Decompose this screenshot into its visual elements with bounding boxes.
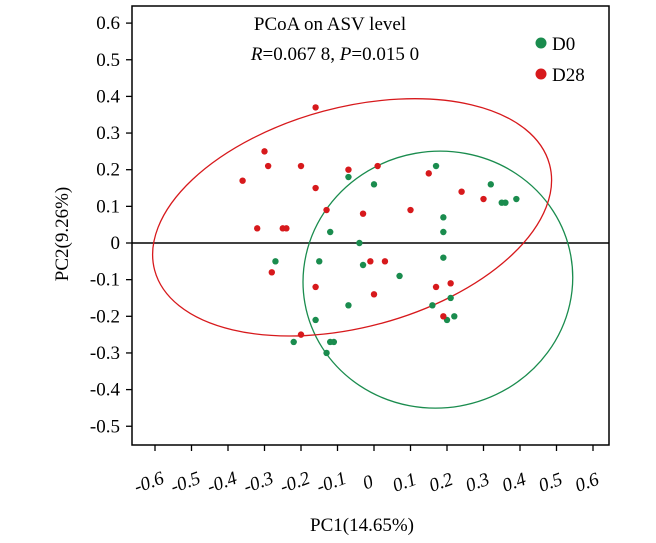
point-d28 (407, 206, 414, 214)
point-d28 (323, 206, 330, 214)
chart-subtitle: R=0.067 8, P=0.015 0 (250, 44, 419, 65)
x-tick-label: -0.2 (277, 468, 313, 498)
point-d28 (432, 283, 440, 291)
y-tick-label: -0.1 (90, 270, 120, 291)
y-tick-label: 0.2 (96, 160, 120, 181)
point-d0 (272, 258, 279, 265)
point-d28 (425, 170, 432, 177)
point-d28 (480, 195, 487, 203)
point-d0 (345, 173, 352, 181)
chart-title: PCoA on ASV level (254, 14, 406, 35)
point-d28 (374, 162, 381, 170)
y-tick-label: 0 (111, 233, 121, 254)
point-d0 (316, 258, 323, 265)
legend-label-d0: D0 (552, 34, 575, 55)
ellipse-d0 (302, 150, 574, 409)
point-d0 (327, 228, 334, 236)
point-d0 (440, 254, 447, 261)
x-tick-label: 0.2 (426, 469, 456, 497)
x-tick-label: -0.6 (131, 468, 167, 498)
y-tick-label: 0.6 (96, 13, 120, 34)
point-d28 (381, 258, 389, 265)
x-axis: -0.6 -0.5 -0.4 -0.3 -0.2 -0.1 0 0.1 0.2 0.3 0.4 0.5… (131, 445, 602, 498)
x-tick-label: -0.3 (241, 468, 276, 498)
point-d0 (330, 338, 338, 346)
y-tick-label: 0.1 (96, 196, 120, 217)
x-tick-label: -0.5 (168, 468, 203, 498)
y-tick-label: -0.4 (90, 380, 121, 401)
point-d28 (312, 104, 319, 111)
point-d28 (297, 331, 305, 338)
x-axis-title: PC1(14.65%) (310, 515, 414, 536)
point-d28 (370, 291, 378, 298)
plot-frame (131, 5, 610, 446)
y-tick-label: -0.2 (90, 306, 120, 327)
point-d28 (261, 148, 268, 155)
point-d0 (432, 162, 440, 170)
p-value: =0.015 0 (351, 44, 419, 65)
point-d28 (312, 283, 319, 291)
point-d0 (359, 261, 367, 269)
x-tick-label: -0.1 (314, 468, 349, 498)
confidence-ellipses (151, 98, 574, 409)
point-d0 (440, 214, 447, 221)
point-d0 (487, 181, 494, 188)
point-d0 (502, 199, 509, 206)
p-label: P (339, 44, 352, 65)
point-d0 (440, 228, 447, 236)
x-tick-label: 0.5 (536, 469, 566, 497)
point-d0 (312, 316, 319, 324)
y-tick-label: -0.5 (90, 416, 120, 437)
y-tick-label: 0.3 (96, 123, 120, 144)
point-d28 (367, 258, 374, 265)
y-axis-title: PC2(9.26%) (52, 187, 73, 281)
legend-label-d28: D28 (552, 65, 585, 86)
point-d0 (447, 294, 454, 302)
point-d0 (345, 302, 352, 309)
point-d0 (370, 181, 378, 188)
point-d0 (429, 302, 436, 309)
x-tick-label: -0.4 (204, 468, 240, 498)
point-d28 (359, 210, 367, 217)
point-d0 (513, 195, 520, 203)
point-d28 (312, 184, 319, 192)
point-d28 (254, 225, 261, 232)
point-d28 (264, 162, 272, 170)
x-tick-label: 0.4 (499, 469, 529, 497)
point-d28 (345, 166, 352, 173)
ellipse-d28 (151, 98, 553, 337)
point-d28 (268, 269, 275, 276)
point-d0 (356, 239, 363, 247)
y-axis: 0.6 0.5 0.4 0.3 0.2 0.1 0 -0.1 -0.2 -0.3 -0.4 -0.5 (90, 13, 132, 437)
plot-area (131, 5, 610, 446)
x-tick-label: 0.1 (390, 469, 420, 497)
point-d28 (447, 280, 454, 287)
legend-marker-d0 (535, 37, 547, 49)
x-tick-label: 0.3 (463, 469, 493, 497)
y-tick-label: 0.4 (96, 86, 120, 107)
y-tick-label: -0.3 (90, 343, 120, 364)
point-d0 (323, 349, 330, 357)
r-label: R (250, 44, 263, 65)
point-d0 (451, 313, 458, 320)
point-d28 (239, 177, 246, 184)
point-d28 (440, 313, 447, 320)
legend-marker-d28 (535, 68, 547, 80)
point-d28 (458, 188, 465, 195)
point-d0 (290, 338, 297, 346)
x-tick-label: 0.6 (572, 469, 602, 497)
legend: D0 D28 (535, 34, 585, 86)
x-tick-label: 0 (360, 471, 377, 494)
y-tick-label: 0.5 (96, 50, 120, 71)
data-points (239, 104, 520, 357)
point-d0 (396, 272, 403, 280)
point-d28 (297, 162, 305, 170)
r-value: =0.067 8, (263, 44, 340, 65)
point-d28 (283, 225, 290, 232)
